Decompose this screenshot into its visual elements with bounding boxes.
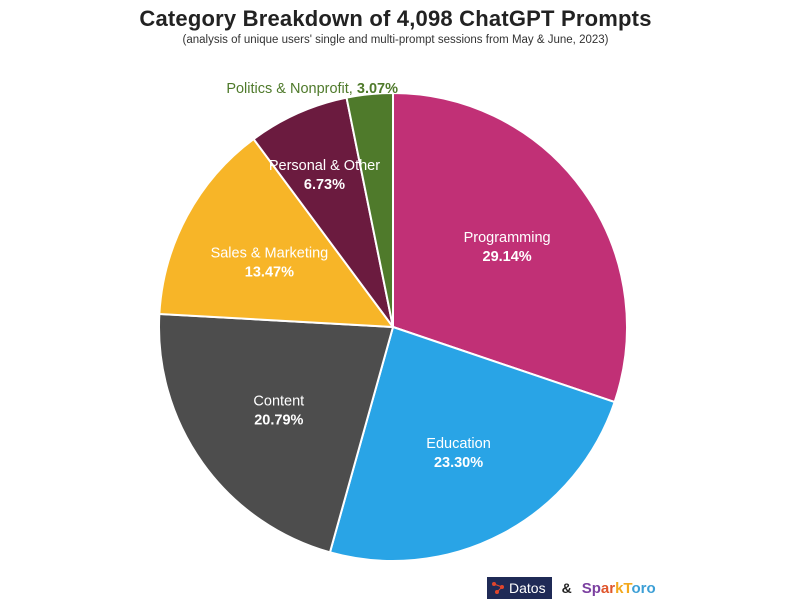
pie-slice-politics-nonprofit (345, 91, 394, 328)
pie-label-education: Education (426, 436, 491, 452)
pie-label-value: 3.07% (357, 81, 398, 97)
chart-subtitle: (analysis of unique users' single and mu… (182, 34, 609, 46)
pie-slice-education (328, 325, 616, 562)
datos-logo-text: Datos (509, 580, 546, 596)
pie-slice-programming (392, 91, 628, 404)
chart-title: Category Breakdown of 4,098 ChatGPT Prom… (139, 6, 652, 31)
pie-label-programming: Programming (464, 230, 551, 246)
pie-value-content: 20.79% (254, 413, 303, 429)
pie-label-politics-nonprofit: Politics & Nonprofit, 3.07% (226, 81, 398, 97)
pie-label-personal-other: Personal & Other (269, 158, 380, 174)
pie-value-personal-other: 6.73% (304, 177, 345, 193)
pie-value-programming: 29.14% (483, 249, 532, 265)
pie-value-sales-marketing: 13.47% (245, 264, 294, 280)
pie-labels: Programming 29.14% Education 23.30% Content 2… (211, 81, 551, 471)
sparktoro-logo-part: kT (615, 579, 632, 597)
datos-icon (492, 582, 504, 594)
sparktoro-logo-part: oro (631, 579, 656, 597)
sparktoro-logo-part: Sp (581, 579, 601, 597)
pie-value-education: 23.30% (434, 455, 483, 471)
pie-slices (158, 91, 628, 562)
pie-label-name: Politics & Nonprofit, (226, 81, 357, 97)
sparktoro-logo-part: ar (600, 579, 616, 597)
pie-slice-sales-marketing (158, 137, 396, 329)
pie-label-content: Content (253, 394, 304, 410)
datos-logo: Datos (487, 577, 552, 599)
pie-slice-content (158, 312, 395, 554)
sparktoro-logo: SparkToro (582, 580, 656, 597)
pie-slice-personal-other (252, 96, 394, 328)
ampersand: & (561, 580, 572, 596)
footer-logos: Datos & SparkToro (487, 576, 656, 600)
pie-label-sales-marketing: Sales & Marketing (211, 245, 329, 261)
